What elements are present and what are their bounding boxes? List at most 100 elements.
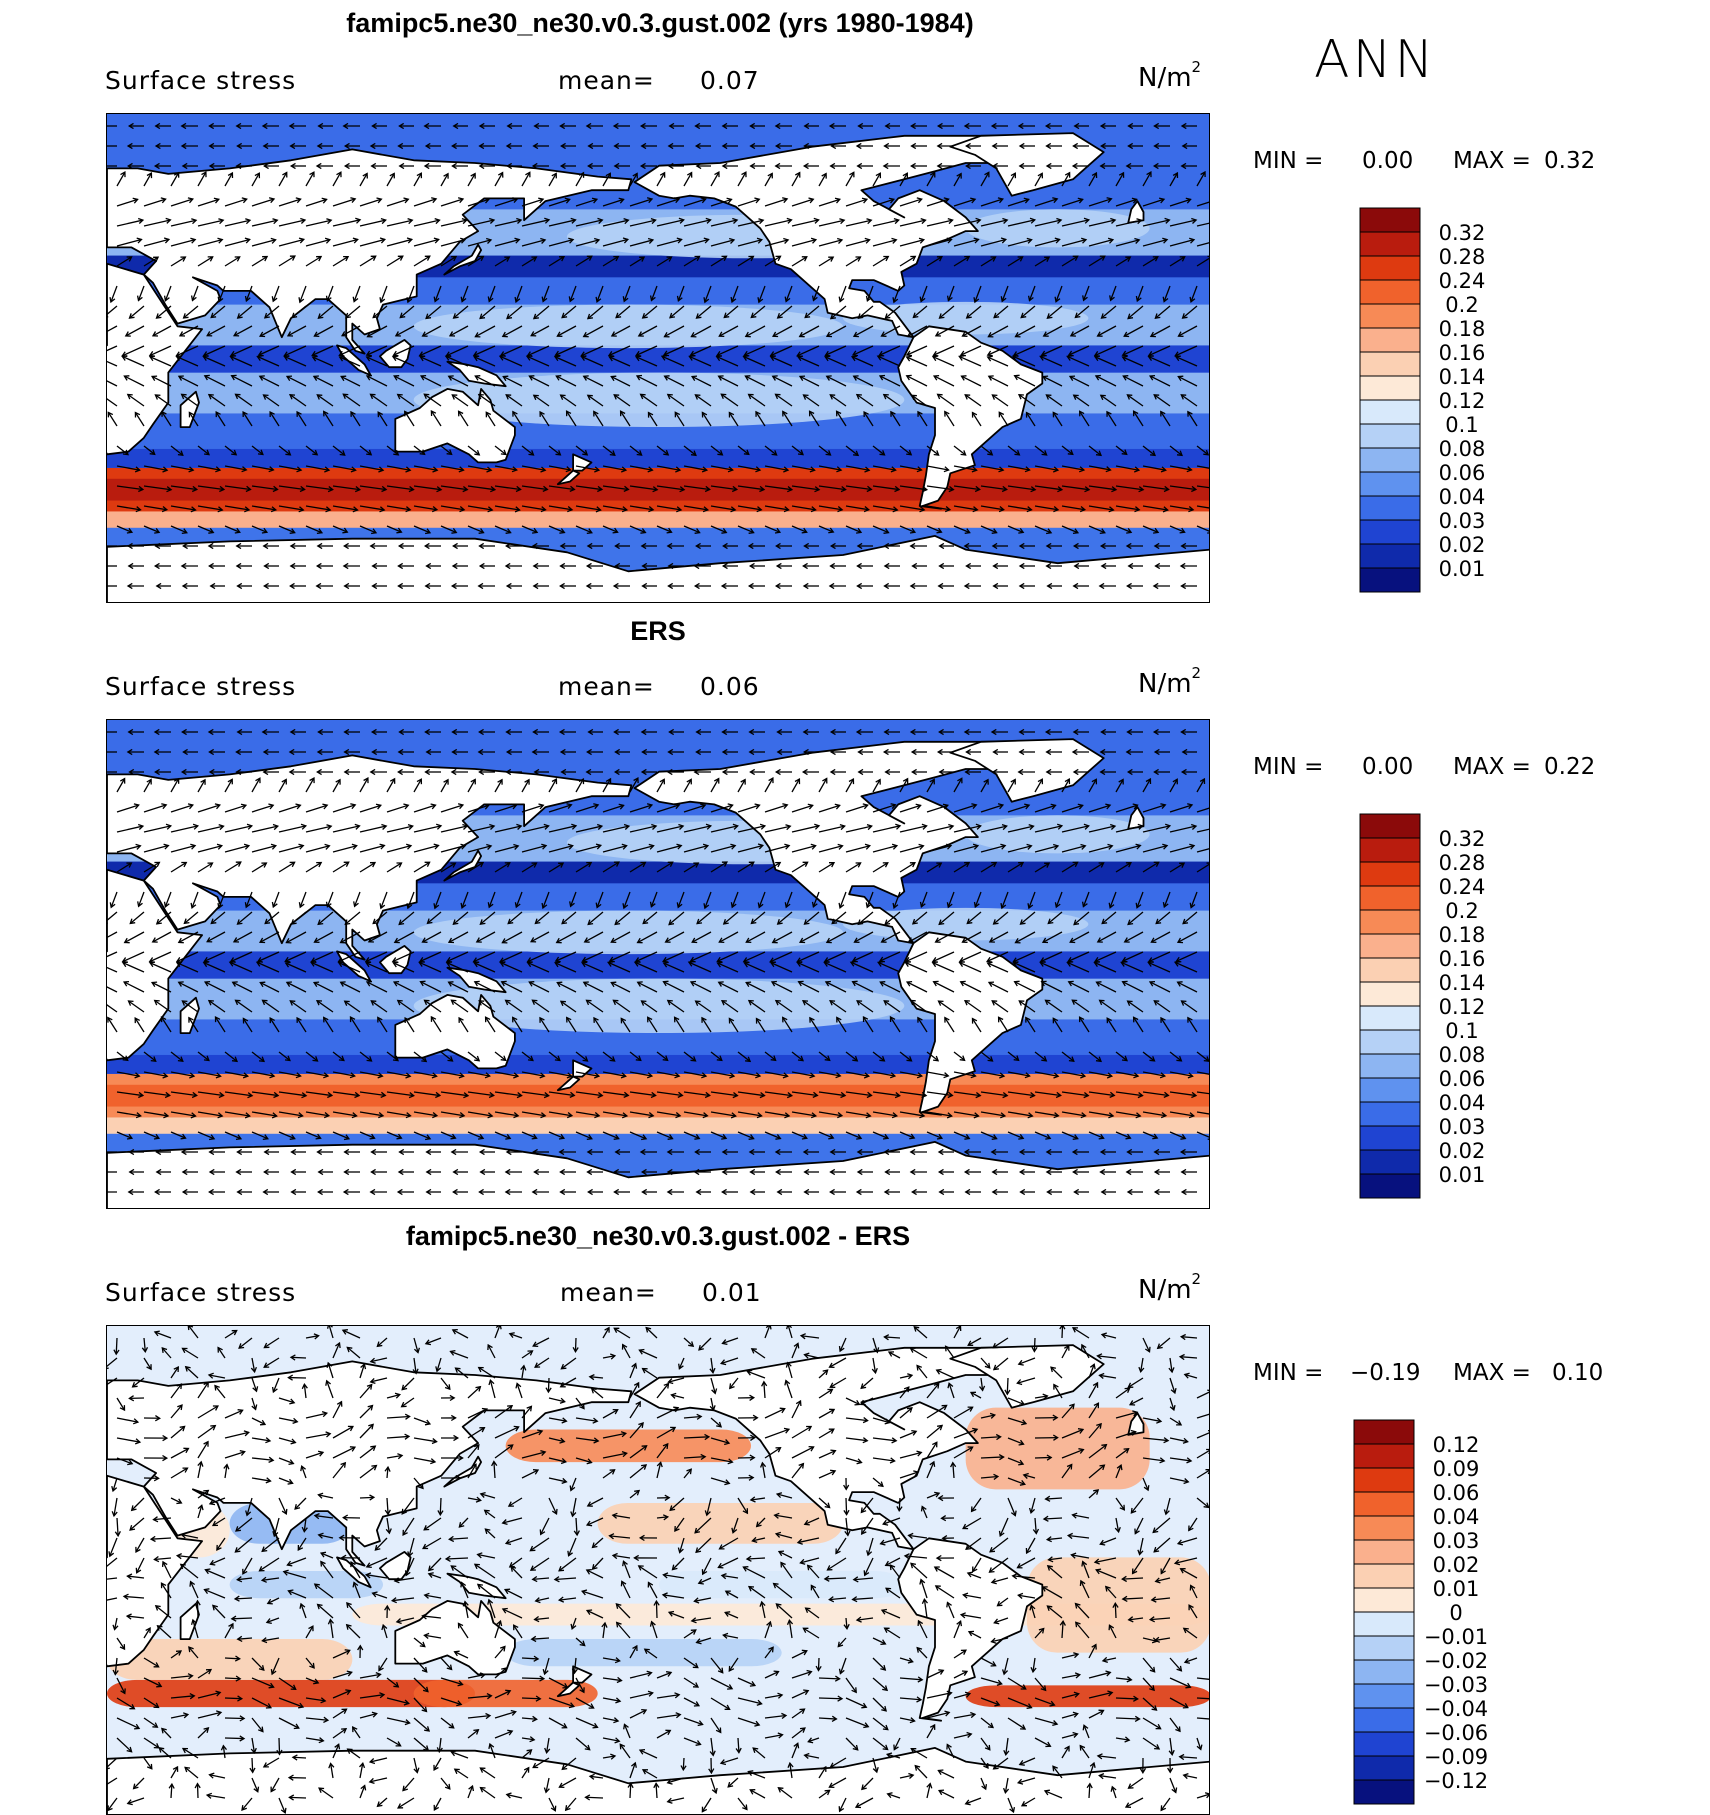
colorbar-swatch	[1359, 327, 1421, 353]
colorbar-tick-label: 0.18	[1439, 923, 1486, 947]
colorbar-tick-label: 0.02	[1439, 533, 1486, 557]
colorbar-tick-label: 0.02	[1439, 1139, 1486, 1163]
colorbar-tick-label: −0.06	[1424, 1721, 1488, 1745]
colorbar: 0.12 0.09 0.06 0.04 0.03 0.02 0.01 0 −0.01 −0.02−…	[1353, 1419, 1504, 1810]
max-value: 0.32	[1544, 148, 1596, 174]
colorbar-swatch	[1353, 1755, 1415, 1781]
colorbar: 0.32 0.28 0.24 0.2 0.18 0.16 0.14 0.12 0.1 0.08 0.…	[1359, 813, 1510, 1204]
colorbar-tick-label: 0.03	[1439, 509, 1486, 533]
panel-title: famipc5.ne30_ne30.v0.3.gust.002 (yrs 198…	[346, 8, 974, 38]
min-label: MIN =	[1253, 754, 1324, 780]
max-label: MAX =	[1453, 754, 1531, 780]
colorbar-tick-label: 0.08	[1439, 437, 1486, 461]
colorbar-swatch	[1353, 1563, 1415, 1589]
colorbar-swatch	[1353, 1467, 1415, 1493]
map-obs	[106, 719, 1210, 1209]
colorbar-tick-label: 0.24	[1439, 269, 1486, 293]
mean-value: 0.07	[700, 66, 760, 95]
colorbar-tick-label: 0.12	[1433, 1433, 1480, 1457]
min-label: MIN =	[1253, 148, 1324, 174]
colorbar-tick-label: −0.02	[1424, 1649, 1488, 1673]
colorbar-tick-label: 0.14	[1439, 365, 1486, 389]
season-label: ANN	[1314, 30, 1437, 90]
colorbar-swatch	[1359, 375, 1421, 401]
colorbar-swatch	[1359, 1101, 1421, 1127]
colorbar-swatch	[1353, 1443, 1415, 1469]
colorbar-tick-label: 0.2	[1445, 899, 1478, 923]
colorbar-tick-label: −0.09	[1424, 1745, 1488, 1769]
colorbar-tick-label: 0.1	[1445, 413, 1478, 437]
variable-label: Surface stress	[105, 672, 297, 701]
colorbar-swatch	[1359, 813, 1421, 839]
max-value: 0.22	[1544, 754, 1596, 780]
colorbar-swatch	[1359, 207, 1421, 233]
colorbar-swatch	[1353, 1683, 1415, 1709]
colorbar-swatch	[1359, 957, 1421, 983]
colorbar-swatch	[1359, 279, 1421, 305]
units-label: N/m2	[1138, 664, 1202, 699]
colorbar-tick-label: 0.32	[1439, 827, 1486, 851]
colorbar-tick-label: 0.14	[1439, 971, 1486, 995]
colorbar-swatch	[1359, 255, 1421, 281]
max-label: MAX =	[1453, 148, 1531, 174]
colorbar-swatch	[1359, 351, 1421, 377]
min-label: MIN =	[1253, 1360, 1324, 1386]
min-value: 0.00	[1362, 754, 1414, 780]
colorbar-swatch	[1353, 1491, 1415, 1517]
colorbar-tick-label: 0.16	[1439, 947, 1486, 971]
colorbar-swatch	[1359, 1029, 1421, 1055]
colorbar-swatch	[1353, 1587, 1415, 1613]
colorbar-tick-label: 0.04	[1439, 485, 1486, 509]
map-model	[106, 113, 1210, 603]
colorbar-swatch	[1353, 1731, 1415, 1757]
colorbar-swatch	[1359, 231, 1421, 257]
colorbar-tick-label: −0.04	[1424, 1697, 1488, 1721]
colorbar-tick-label: 0.06	[1433, 1481, 1480, 1505]
map-diff	[106, 1325, 1210, 1815]
colorbar-swatch	[1359, 1077, 1421, 1103]
colorbar-swatch	[1359, 423, 1421, 449]
colorbar-tick-label: 0.01	[1433, 1577, 1480, 1601]
colorbar-tick-label: 0	[1449, 1601, 1462, 1625]
colorbar-tick-label: −0.03	[1424, 1673, 1488, 1697]
colorbar-swatch	[1353, 1611, 1415, 1637]
colorbar-tick-label: 0.2	[1445, 293, 1478, 317]
colorbar-swatch	[1353, 1539, 1415, 1565]
panel-title: famipc5.ne30_ne30.v0.3.gust.002 - ERS	[405, 1221, 911, 1251]
colorbar-swatch	[1359, 567, 1421, 593]
colorbar-swatch	[1359, 933, 1421, 959]
mean-value: 0.06	[700, 672, 760, 701]
colorbar-tick-label: 0.03	[1433, 1529, 1480, 1553]
colorbar-swatch	[1359, 303, 1421, 329]
colorbar-swatch	[1359, 495, 1421, 521]
colorbar-tick-label: 0.28	[1439, 245, 1486, 269]
panel-title: ERS	[630, 616, 686, 646]
colorbar-swatch	[1359, 1173, 1421, 1199]
colorbar-swatch	[1353, 1659, 1415, 1685]
colorbar-swatch	[1359, 1149, 1421, 1175]
colorbar-swatch	[1353, 1515, 1415, 1541]
colorbar-tick-label: 0.1	[1445, 1019, 1478, 1043]
colorbar-swatch	[1359, 1053, 1421, 1079]
colorbar-tick-label: 0.01	[1439, 1163, 1486, 1187]
colorbar-swatch	[1353, 1707, 1415, 1733]
colorbar-tick-label: 0.12	[1439, 389, 1486, 413]
colorbar-tick-label: 0.09	[1433, 1457, 1480, 1481]
min-value: −0.19	[1350, 1360, 1421, 1386]
colorbar-tick-label: 0.04	[1433, 1505, 1480, 1529]
colorbar-swatch	[1359, 909, 1421, 935]
colorbar-swatch	[1359, 471, 1421, 497]
colorbar-tick-label: 0.06	[1439, 1067, 1486, 1091]
units-label: N/m2	[1138, 58, 1202, 93]
max-label: MAX =	[1453, 1360, 1531, 1386]
variable-label: Surface stress	[105, 66, 297, 95]
colorbar-swatch	[1353, 1779, 1415, 1805]
colorbar-tick-label: 0.18	[1439, 317, 1486, 341]
colorbar: 0.32 0.28 0.24 0.2 0.18 0.16 0.14 0.12 0.1 0.08 0.…	[1359, 207, 1510, 598]
colorbar-swatch	[1359, 519, 1421, 545]
colorbar-tick-label: 0.04	[1439, 1091, 1486, 1115]
colorbar-swatch	[1359, 837, 1421, 863]
mean-label: mean=	[558, 672, 655, 701]
colorbar-tick-label: 0.03	[1439, 1115, 1486, 1139]
colorbar-swatch	[1359, 447, 1421, 473]
